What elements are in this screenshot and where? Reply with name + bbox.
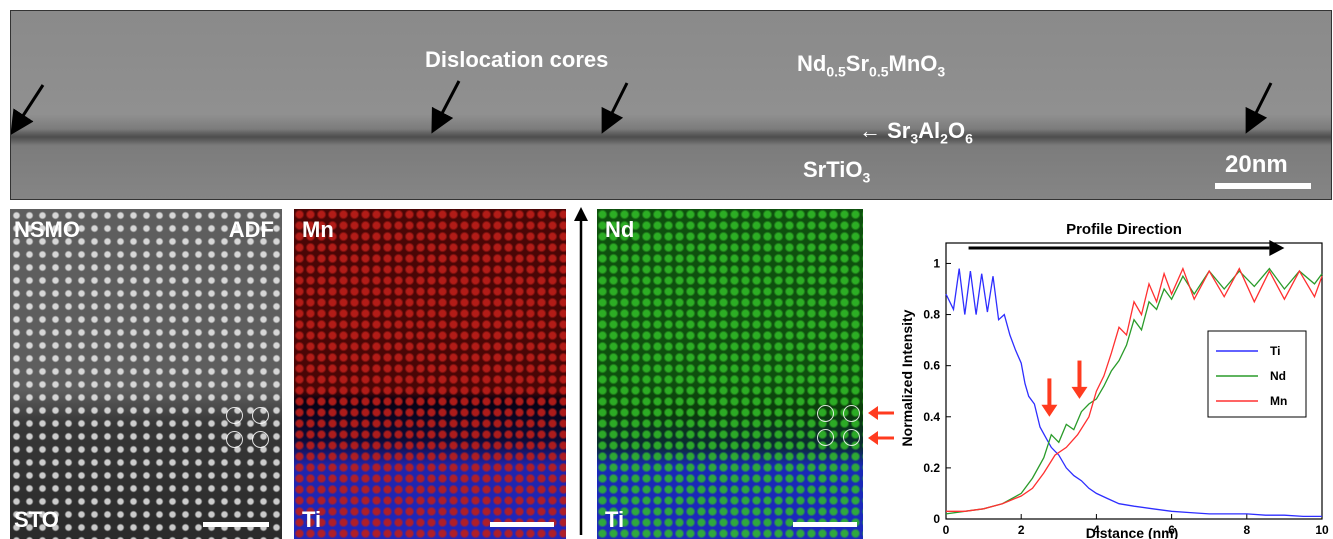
scale-bar bbox=[793, 522, 857, 527]
arrow-icon bbox=[1245, 82, 1273, 134]
legend-label: Ti bbox=[1270, 344, 1280, 358]
y-tick-label: 1 bbox=[933, 256, 940, 270]
atom-column-circle bbox=[817, 405, 834, 422]
atom-column-circle bbox=[843, 405, 860, 422]
series-line-ti bbox=[945, 268, 1322, 518]
x-tick-label: 4 bbox=[1093, 523, 1100, 537]
nd-eels-map: Nd Ti bbox=[597, 209, 863, 539]
dislocation-cores-label: Dislocation cores bbox=[425, 47, 609, 72]
nd-label: Nd bbox=[605, 217, 635, 242]
haadf-overview-image: Dislocation cores Nd0.5Sr0.5MnO3 ← Sr3Al… bbox=[10, 10, 1332, 200]
film-label: Nd0.5Sr0.5MnO3 bbox=[797, 51, 946, 80]
mn-eels-map: Mn Ti bbox=[294, 209, 566, 539]
x-tick-label: 0 bbox=[943, 523, 950, 537]
growth-direction-arrow bbox=[574, 207, 588, 535]
adf-label: ADF bbox=[228, 217, 274, 242]
ti-label: Ti bbox=[605, 507, 625, 532]
intensity-profile-chart: 0 2 4 6 8 10 0 0.2 0.4 0.6 0.8 1 Ti Nd Mn Profile Dire… bbox=[899, 221, 1329, 539]
scale-bar bbox=[490, 522, 554, 527]
series-line-mn bbox=[946, 266, 1323, 512]
legend-box bbox=[1207, 330, 1307, 418]
arrow-right-icon bbox=[1269, 240, 1285, 256]
adf-image-panel: NSMO ADF STO bbox=[10, 209, 282, 539]
arrow-icon bbox=[11, 84, 45, 136]
arrow-icon bbox=[601, 82, 629, 134]
y-tick-label: 0 bbox=[933, 512, 940, 526]
x-tick-label: 10 bbox=[1315, 523, 1329, 537]
legend-label: Mn bbox=[1270, 394, 1287, 408]
sto-label: STO bbox=[14, 507, 59, 532]
atom-column-circle bbox=[226, 407, 243, 424]
mn-label: Mn bbox=[302, 217, 334, 242]
buffer-layer-label: ← Sr3Al2O6 bbox=[859, 118, 973, 147]
y-tick-label: 0.6 bbox=[923, 359, 940, 373]
arrow-left-icon bbox=[868, 406, 878, 420]
arrow-down-icon bbox=[1041, 404, 1058, 417]
x-tick-label: 2 bbox=[1018, 523, 1025, 537]
atom-column-circle bbox=[252, 431, 269, 448]
x-tick-label: 6 bbox=[1168, 523, 1175, 537]
nsmo-label: NSMO bbox=[14, 217, 80, 242]
substrate-label: SrTiO3 bbox=[803, 157, 871, 186]
interface-marker-arrows bbox=[868, 406, 894, 445]
y-tick-label: 0.2 bbox=[923, 461, 940, 475]
x-axis-label: Distance (nm) bbox=[1086, 525, 1179, 539]
arrow-left-icon bbox=[868, 431, 878, 445]
dislocation-arrows bbox=[11, 80, 1273, 136]
interface-band bbox=[11, 129, 1331, 145]
atom-column-circle bbox=[226, 431, 243, 448]
atom-column-circle bbox=[817, 429, 834, 446]
y-tick-label: 0.4 bbox=[923, 410, 940, 424]
arrow-down-icon bbox=[1071, 386, 1088, 399]
scale-bar bbox=[203, 522, 269, 527]
atom-column-circle bbox=[843, 429, 860, 446]
y-tick-label: 0.8 bbox=[923, 308, 940, 322]
scale-bar bbox=[1215, 183, 1311, 189]
scale-bar-label: 20nm bbox=[1225, 151, 1288, 178]
arrow-icon bbox=[431, 80, 461, 134]
series-line-nd bbox=[945, 267, 1323, 515]
y-axis-label: Normalized Intensity bbox=[899, 309, 915, 446]
ti-label: Ti bbox=[302, 507, 322, 532]
atom-column-circle bbox=[252, 407, 269, 424]
legend-label: Nd bbox=[1270, 369, 1286, 383]
chart-title: Profile Direction bbox=[1066, 221, 1182, 238]
x-tick-label: 8 bbox=[1243, 523, 1250, 537]
